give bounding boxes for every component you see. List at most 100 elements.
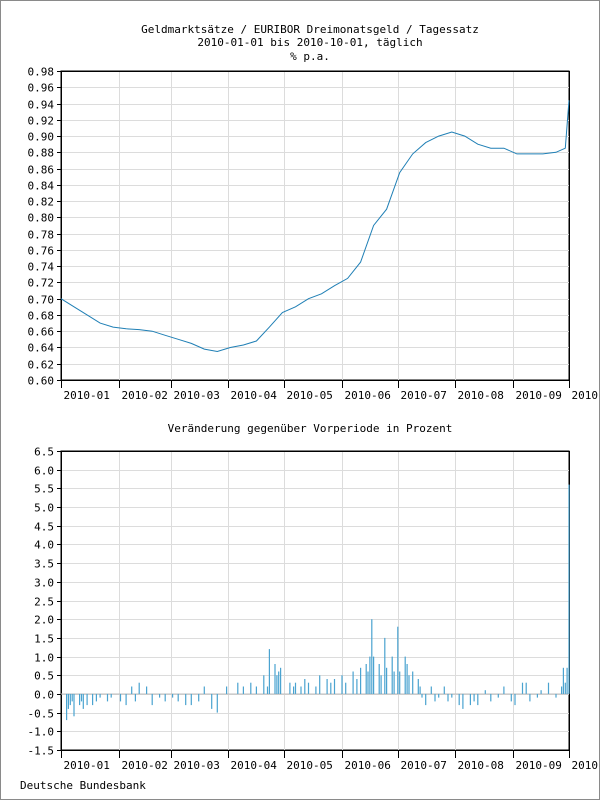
chart2-bar [79, 693, 81, 706]
chart2-plot: 6.5 6.0 5.5 5.0 4.5 4.0 3.5 3.0 2.5 2.0 1.5 1.0 0.5 0… [28, 446, 600, 773]
chart2-ytick-label: 0.5 [34, 670, 54, 683]
chart1-xtick-label: 2010-03 [174, 389, 220, 402]
chart2-bar [425, 693, 427, 706]
chart2-bar [473, 693, 475, 702]
chart1-ytick-label: 0.72 [28, 277, 55, 290]
chart2-ytick-label: 6.5 [34, 446, 54, 459]
chart2-bar [566, 667, 568, 694]
chart2-bar [330, 682, 332, 694]
chart2-bar [430, 686, 432, 694]
chart2-bar [393, 671, 395, 694]
chart2-bar [99, 693, 101, 698]
chart1-title: Geldmarktsätze / EURIBOR Dreimonatsgeld … [141, 23, 479, 36]
chart2-xtick-label: 2010-09 [516, 759, 562, 772]
chart2-ytick-label: 4.0 [34, 539, 54, 552]
chart2-ytick-label: 3.0 [34, 577, 54, 590]
chart2-bar [373, 656, 375, 694]
chart2-bar [250, 682, 252, 694]
chart2-bar [490, 693, 492, 702]
chart2-bar [255, 686, 257, 694]
chart2-bar [462, 693, 464, 709]
chart2-bar [263, 675, 265, 694]
source-label: Deutsche Bundesbank [20, 779, 146, 792]
chart1-ytick-label: 0.70 [28, 294, 55, 307]
chart1-ytick-label: 0.68 [28, 310, 55, 323]
chart2-bar [562, 667, 564, 694]
chart2-bar [503, 686, 505, 694]
chart2-bar [237, 682, 239, 694]
chart1-series-line [60, 100, 570, 353]
chart2-ytick-label: 2.0 [34, 614, 54, 627]
chart2-bar [345, 682, 347, 694]
chart2-bar [404, 656, 406, 694]
chart1-ytick-label: 0.92 [28, 115, 55, 128]
chart2-bar [360, 667, 362, 694]
chart2-ytick-label: 0.0 [34, 689, 54, 702]
chart1-ytick-label: 0.84 [28, 180, 55, 193]
chart1-plot: 0.98 0.96 0.94 0.92 0.90 0.88 0.86 0.84 0.82 0.80… [28, 66, 600, 403]
chart1-xtick-label: 2010-01 [64, 389, 110, 402]
chart1-xtick-label: 2010-06 [345, 389, 391, 402]
chart2-bar [484, 690, 486, 694]
chart2-bar [380, 675, 382, 694]
chart2-bar [190, 693, 192, 706]
chart2-bar [438, 693, 440, 698]
chart2-xtick-label: 2010-02 [122, 759, 168, 772]
chart2-bar [443, 686, 445, 694]
chart2-bar [119, 693, 122, 702]
chart2-bar [300, 686, 302, 694]
chart2-bar [69, 693, 71, 706]
chart2-bar [266, 686, 269, 694]
chart2-bar [216, 693, 218, 713]
chart2-ytick-label: 1.0 [34, 652, 54, 665]
chart1-ytick-label: 0.78 [28, 229, 55, 242]
chart2-bar [547, 682, 550, 694]
chart2-bar [198, 693, 200, 702]
chart2-ytick-label: 5.0 [34, 502, 54, 515]
chart2-bar [525, 682, 527, 694]
chart2-xtick-label: 2010-10 [572, 759, 600, 772]
chart2-ytick-label: 6.0 [34, 465, 54, 478]
chart2-bar [514, 693, 516, 706]
chart2-bar [80, 693, 83, 702]
chart2-bar [280, 667, 282, 694]
chart2-bar [458, 693, 460, 706]
chart2-bar [242, 686, 244, 694]
chart2-bar [421, 693, 423, 698]
chart2-ytick-label: -1.0 [28, 726, 55, 739]
chart2-bar [477, 693, 479, 706]
chart2-plot-area [60, 450, 570, 751]
chart2-xtick-label: 2010-06 [345, 759, 391, 772]
chart2-bar [333, 679, 336, 694]
chart2-xtick-label: 2010-04 [231, 759, 278, 772]
chart2-bar [412, 671, 414, 694]
chart2-bar [73, 693, 75, 717]
chart1-ytick-label: 0.62 [28, 359, 55, 372]
chart1-xtick-label: 2010-07 [401, 389, 447, 402]
chart2-bar [417, 679, 419, 694]
chart2-bar [540, 690, 542, 694]
chart2-bar [106, 693, 109, 702]
chart1-xtick-label: 2010-05 [287, 389, 333, 402]
chart2-bar [67, 693, 69, 709]
chart2-xtick-label: 2010-03 [174, 759, 220, 772]
chart2-bar [146, 686, 148, 694]
chart2-bar [226, 686, 228, 694]
chart2-bar [434, 693, 436, 702]
chart2-ytick-label: 2.5 [34, 596, 54, 609]
chart1-plot-area [60, 70, 570, 381]
chart2-xtick-label: 2010-08 [458, 759, 504, 772]
chart2-bar [568, 484, 570, 694]
chart2-bar [536, 693, 538, 698]
chart2-bar [92, 693, 94, 706]
chart2-bar [319, 675, 321, 694]
chart2-bar [278, 671, 280, 694]
chart2-bar [172, 693, 174, 698]
chart1-xtick-label: 2010-10 [572, 389, 600, 402]
chart2-bar [341, 675, 343, 694]
chart2-bar [561, 686, 563, 694]
chart2-bar [365, 664, 367, 694]
chart2-bar [397, 626, 399, 694]
chart2-ytick-label: -0.5 [28, 708, 55, 721]
chart2-bar [447, 693, 449, 702]
